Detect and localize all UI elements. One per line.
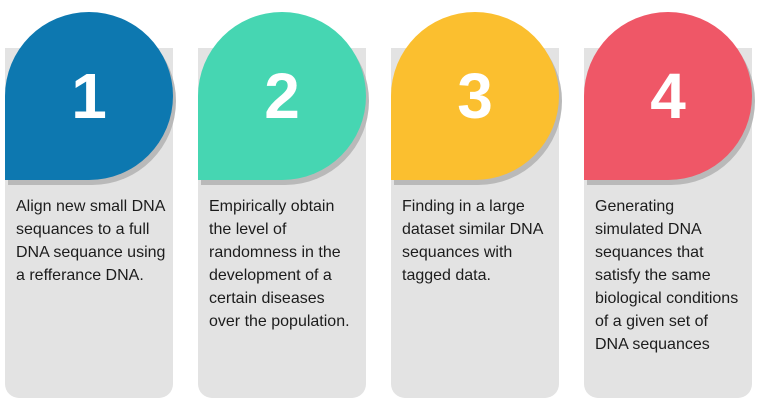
step-number: 2 [264, 60, 300, 132]
step-description: Empirically obtain the level of randomne… [209, 198, 350, 330]
step-card-4: 4 Generating simulated DNA sequances tha… [584, 12, 756, 398]
step-badge: 2 [198, 12, 366, 180]
step-badge: 3 [391, 12, 559, 180]
step-card-2: 2 Empirically obtain the level of random… [198, 12, 370, 398]
step-number: 1 [71, 60, 107, 132]
step-badge: 4 [584, 12, 752, 180]
step-card-3: 3 Finding in a large dataset similar DNA… [391, 12, 563, 398]
step-number: 4 [650, 60, 686, 132]
step-badge: 1 [5, 12, 173, 180]
step-card-1: 1 Align new small DNA sequances to a ful… [5, 12, 177, 398]
step-number: 3 [457, 60, 493, 132]
step-description: Align new small DNA sequances to a full … [16, 198, 166, 284]
step-description: Finding in a large dataset similar DNA s… [402, 198, 543, 284]
step-description: Generating simulated DNA sequances that … [595, 198, 739, 353]
